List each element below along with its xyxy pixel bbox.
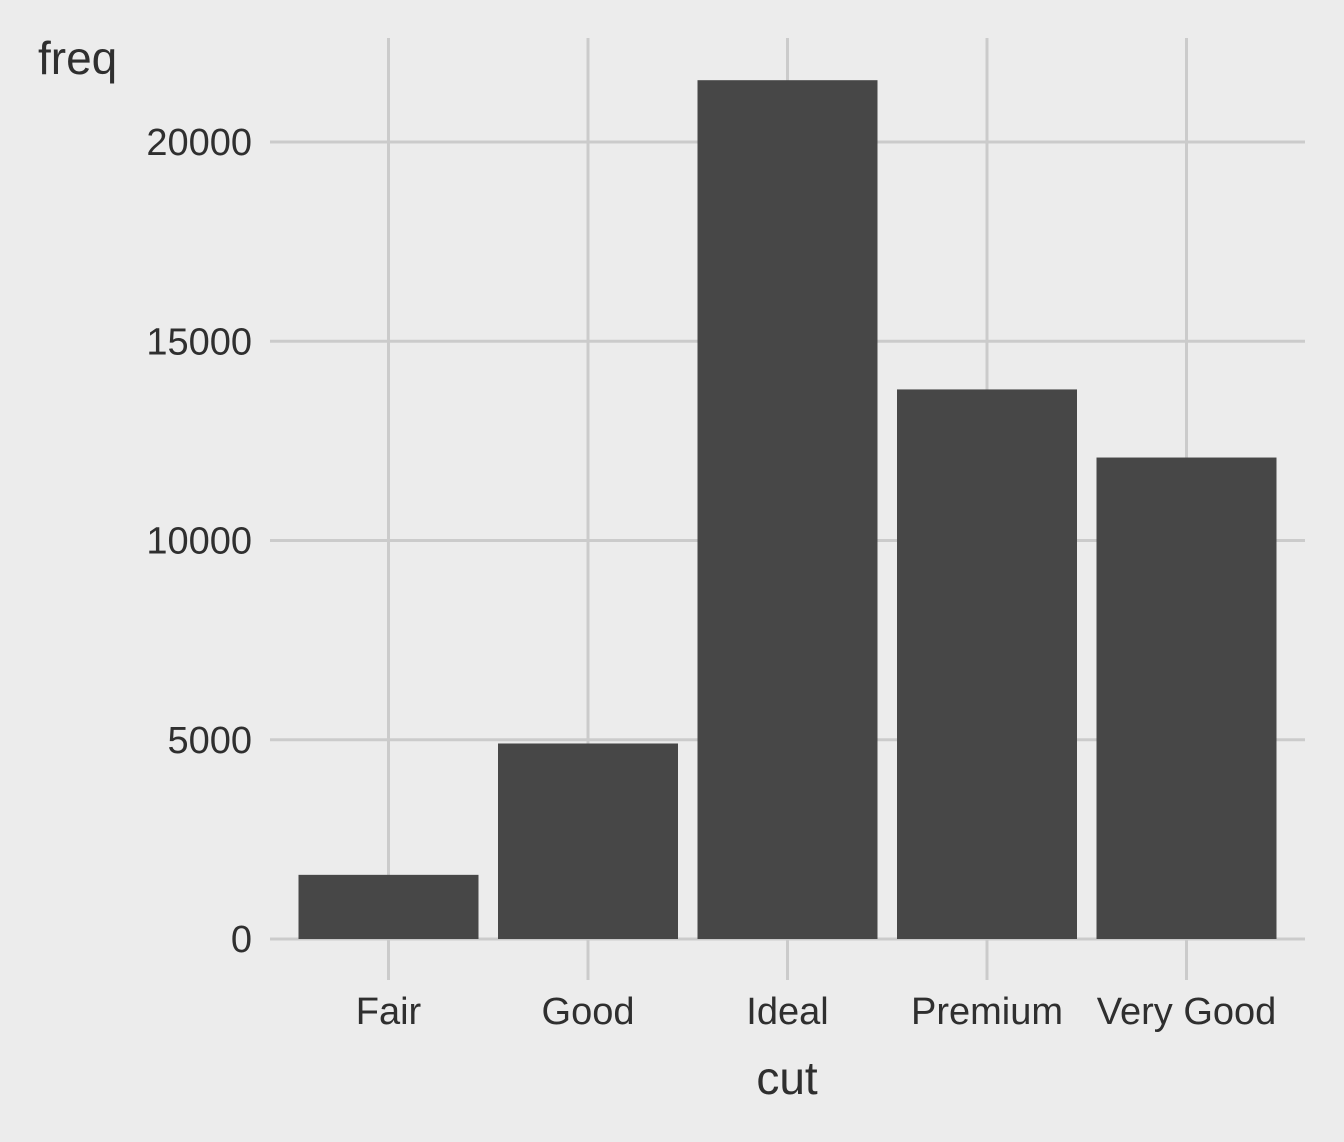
bar-premium: [897, 389, 1077, 939]
x-axis-title: cut: [756, 1052, 818, 1104]
x-axis-tick-labels: Fair Good Ideal Premium Very Good: [356, 991, 1277, 1033]
bar-good: [498, 743, 678, 939]
y-tick-label: 10000: [146, 521, 252, 563]
x-tick-label: Good: [542, 991, 635, 1033]
x-tick-label: Very Good: [1097, 991, 1277, 1033]
y-tick-label: 5000: [167, 720, 252, 762]
y-axis-title: freq: [38, 32, 117, 84]
y-tick-label: 20000: [146, 122, 252, 164]
bar-ideal: [697, 80, 878, 940]
x-tick-label: Premium: [911, 991, 1063, 1033]
x-tick-label: Ideal: [746, 991, 828, 1033]
y-tick-label: 0: [231, 919, 252, 961]
bar-very-good: [1096, 457, 1277, 939]
x-tick-label: Fair: [356, 991, 422, 1033]
y-tick-label: 15000: [146, 321, 252, 363]
y-axis-tick-labels: 0 5000 10000 15000 20000: [146, 122, 252, 961]
bars: [298, 80, 1277, 940]
bar-fair: [298, 874, 479, 939]
